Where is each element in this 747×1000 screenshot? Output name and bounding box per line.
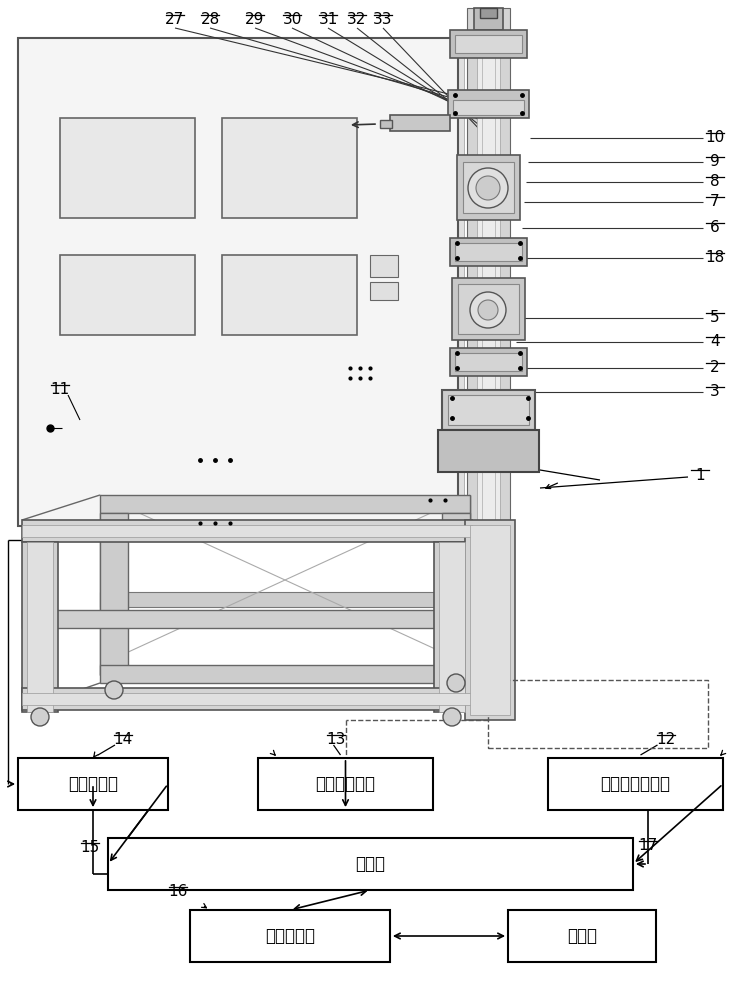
Bar <box>480 8 497 18</box>
Bar <box>222 118 357 218</box>
Circle shape <box>468 168 508 208</box>
Text: 11: 11 <box>50 382 69 397</box>
Text: 运动控制卡: 运动控制卡 <box>265 927 315 945</box>
Bar <box>24 44 464 532</box>
Text: 压电放大电路: 压电放大电路 <box>315 775 376 793</box>
Bar <box>477 8 500 526</box>
Bar <box>108 838 633 890</box>
Text: 电荷放大器: 电荷放大器 <box>68 775 118 793</box>
Bar <box>222 255 357 335</box>
Bar <box>22 688 472 710</box>
Text: 14: 14 <box>114 732 133 748</box>
Text: 伺服电机驱动器: 伺服电机驱动器 <box>601 775 671 793</box>
Bar <box>60 255 195 335</box>
Text: 1: 1 <box>695 468 705 483</box>
Bar <box>100 513 128 675</box>
Bar <box>100 592 470 607</box>
Text: 8: 8 <box>710 174 720 190</box>
Circle shape <box>105 681 123 699</box>
Bar <box>22 542 58 712</box>
Bar <box>508 910 656 962</box>
Bar <box>450 30 527 58</box>
Bar <box>453 100 524 115</box>
Text: 29: 29 <box>245 12 264 27</box>
Bar <box>457 155 520 220</box>
Text: 28: 28 <box>200 12 220 27</box>
Text: 32: 32 <box>347 12 367 27</box>
Bar <box>22 525 472 537</box>
Bar <box>18 38 458 526</box>
Text: 17: 17 <box>639 838 657 854</box>
Bar <box>450 238 527 266</box>
Bar <box>455 35 522 53</box>
Text: 端子板: 端子板 <box>356 855 385 873</box>
Bar <box>455 353 522 371</box>
Circle shape <box>31 708 49 726</box>
Text: 15: 15 <box>81 840 99 856</box>
Text: 31: 31 <box>318 12 338 27</box>
Bar <box>60 118 195 218</box>
Text: 计算机: 计算机 <box>567 927 597 945</box>
Bar <box>463 162 514 213</box>
Text: 10: 10 <box>705 130 725 145</box>
Circle shape <box>476 176 500 200</box>
Text: 4: 4 <box>710 334 720 350</box>
Bar <box>100 495 470 513</box>
Circle shape <box>443 708 461 726</box>
Text: 18: 18 <box>705 250 725 265</box>
Circle shape <box>478 300 498 320</box>
Bar <box>488 680 708 748</box>
Bar <box>442 513 470 665</box>
Bar <box>390 115 450 131</box>
Bar <box>548 758 723 810</box>
Bar <box>465 520 515 720</box>
Text: 2: 2 <box>710 360 720 375</box>
Text: 3: 3 <box>710 384 720 399</box>
Text: 27: 27 <box>165 12 185 27</box>
Circle shape <box>447 674 465 692</box>
Text: 13: 13 <box>326 732 345 748</box>
Text: 5: 5 <box>710 310 720 326</box>
Text: 33: 33 <box>374 12 393 27</box>
Bar <box>22 610 472 628</box>
Bar <box>455 243 522 261</box>
Bar <box>452 278 525 340</box>
Bar <box>22 693 472 705</box>
Bar <box>258 758 433 810</box>
Bar <box>18 758 168 810</box>
Bar <box>450 348 527 376</box>
Text: 16: 16 <box>168 884 187 900</box>
Bar <box>370 282 398 300</box>
Bar <box>100 665 470 683</box>
Bar <box>27 542 53 712</box>
Bar <box>448 395 529 425</box>
Text: 7: 7 <box>710 194 720 210</box>
Bar <box>470 525 510 715</box>
Circle shape <box>470 292 506 328</box>
Bar <box>458 284 519 334</box>
Bar <box>439 542 465 712</box>
Text: 12: 12 <box>656 732 675 748</box>
Bar <box>474 8 503 30</box>
Text: 9: 9 <box>710 154 720 169</box>
Bar <box>434 542 470 712</box>
Text: 6: 6 <box>710 221 720 235</box>
Bar <box>380 120 392 128</box>
Bar <box>438 430 539 472</box>
Bar <box>442 390 535 430</box>
Bar <box>190 910 390 962</box>
Bar <box>448 90 529 118</box>
Bar <box>467 8 510 526</box>
Text: 30: 30 <box>282 12 302 27</box>
Bar <box>370 255 398 277</box>
Bar <box>22 520 472 542</box>
